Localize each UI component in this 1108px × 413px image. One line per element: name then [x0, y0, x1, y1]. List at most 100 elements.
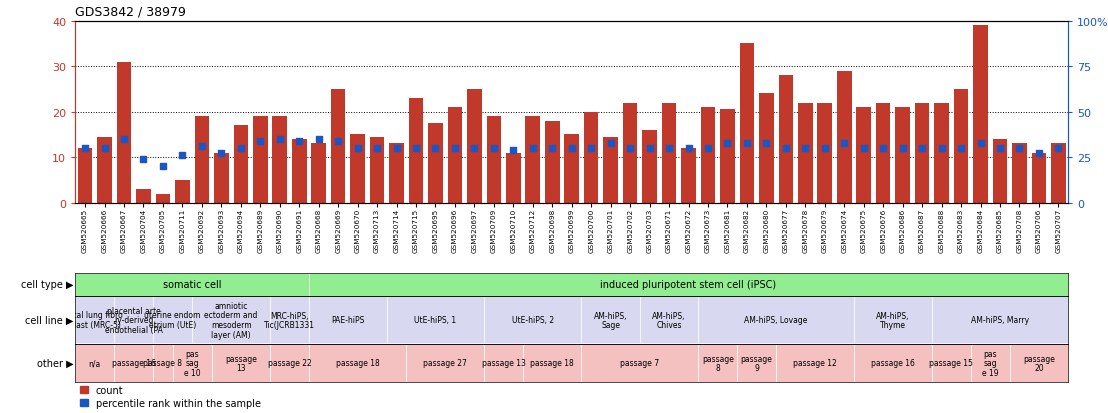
Point [407, 145, 424, 152]
Legend: count, percentile rank within the sample: count, percentile rank within the sample [80, 385, 260, 408]
Bar [564, 135, 579, 203]
Bar [273, 117, 287, 203]
Text: pas
sag
e 19: pas sag e 19 [982, 349, 998, 377]
Text: passage 13: passage 13 [482, 358, 525, 368]
Bar [700, 108, 716, 203]
Bar [428, 124, 443, 203]
Text: passage 8: passage 8 [143, 358, 183, 368]
Bar [114, 297, 153, 344]
Point [640, 145, 658, 152]
Bar [584, 112, 598, 203]
Point [504, 147, 522, 154]
Bar [779, 76, 793, 203]
Bar [116, 62, 132, 203]
Bar [582, 297, 639, 344]
Point [1030, 150, 1048, 157]
Bar [387, 297, 484, 344]
Point [583, 145, 601, 152]
Point [699, 145, 717, 152]
Text: passage 7: passage 7 [620, 358, 659, 368]
Bar [623, 103, 637, 203]
Bar [1009, 344, 1068, 382]
Text: passage 22: passage 22 [268, 358, 311, 368]
Point [213, 150, 230, 157]
Bar [1012, 144, 1027, 203]
Point [972, 141, 989, 147]
Bar [309, 297, 387, 344]
Text: UtE-hiPS, 1: UtE-hiPS, 1 [414, 316, 456, 325]
Text: cell type ▶: cell type ▶ [21, 280, 73, 290]
Point [368, 145, 386, 152]
Text: amniotic
ectoderm and
mesoderm
layer (AM): amniotic ectoderm and mesoderm layer (AM… [204, 301, 258, 339]
Bar [776, 344, 854, 382]
Bar [604, 137, 618, 203]
Bar [407, 344, 484, 382]
Bar [195, 117, 209, 203]
Bar [234, 126, 248, 203]
Bar [75, 274, 309, 296]
Text: UtE-hiPS, 2: UtE-hiPS, 2 [512, 316, 554, 325]
Bar [1051, 144, 1066, 203]
Bar [75, 297, 114, 344]
Text: induced pluripotent stem cell (iPSC): induced pluripotent stem cell (iPSC) [601, 280, 777, 290]
Bar [78, 149, 92, 203]
Point [815, 145, 833, 152]
Bar [971, 344, 1009, 382]
Bar [270, 344, 309, 382]
Text: passage
20: passage 20 [1023, 354, 1055, 373]
Point [874, 145, 892, 152]
Point [349, 145, 367, 152]
Bar [409, 99, 423, 203]
Bar [350, 135, 365, 203]
Bar [192, 297, 270, 344]
Bar [309, 344, 407, 382]
Bar [253, 117, 267, 203]
Bar [737, 344, 776, 382]
Bar [173, 344, 212, 382]
Bar [932, 297, 1068, 344]
Point [115, 136, 133, 143]
Text: passage 27: passage 27 [423, 358, 468, 368]
Bar [389, 144, 403, 203]
Bar [934, 103, 948, 203]
Text: somatic cell: somatic cell [163, 280, 222, 290]
Bar [856, 108, 871, 203]
Bar [212, 344, 270, 382]
Text: other ▶: other ▶ [37, 358, 73, 368]
Bar [175, 180, 189, 203]
Point [835, 141, 853, 147]
Bar [854, 344, 932, 382]
Text: GDS3842 / 38979: GDS3842 / 38979 [75, 6, 186, 19]
Bar [837, 71, 852, 203]
Text: passage
9: passage 9 [741, 354, 772, 373]
Point [329, 139, 347, 145]
Bar [506, 153, 521, 203]
Bar [1032, 153, 1046, 203]
Bar [136, 190, 151, 203]
Bar [740, 44, 755, 203]
Point [270, 136, 288, 143]
Point [622, 145, 639, 152]
Text: passage 12: passage 12 [793, 358, 837, 368]
Bar [523, 344, 582, 382]
Point [992, 145, 1009, 152]
Point [543, 145, 561, 152]
Text: AM-hiPS,
Sage: AM-hiPS, Sage [594, 311, 627, 330]
Point [310, 136, 328, 143]
Bar [698, 344, 737, 382]
Bar [720, 110, 735, 203]
Point [388, 145, 406, 152]
Text: placental arte
ry-derived
endothelial (PA: placental arte ry-derived endothelial (P… [105, 306, 163, 334]
Point [134, 157, 152, 164]
Point [252, 139, 269, 145]
Bar [973, 26, 988, 203]
Point [679, 145, 697, 152]
Point [952, 145, 970, 152]
Point [95, 145, 113, 152]
Bar [486, 117, 501, 203]
Point [913, 145, 931, 152]
Bar [545, 121, 560, 203]
Point [232, 145, 249, 152]
Bar [525, 117, 540, 203]
Bar [370, 137, 384, 203]
